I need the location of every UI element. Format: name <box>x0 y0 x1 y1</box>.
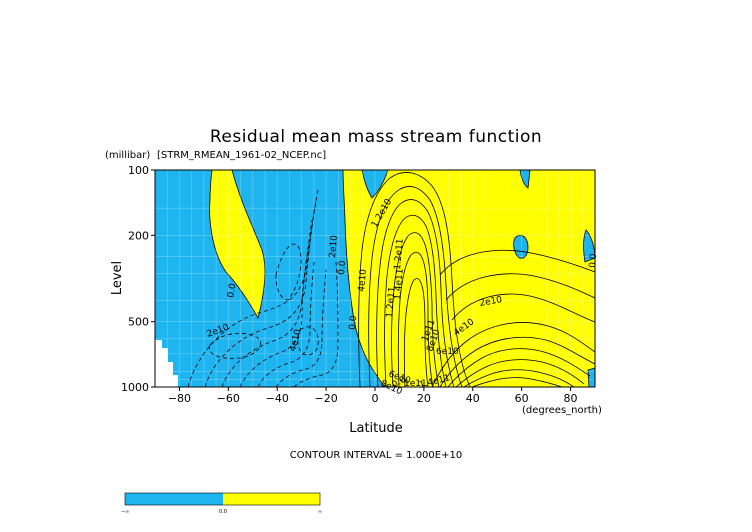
y-tick-label: 1000 <box>121 381 149 394</box>
y-tick-label: 100 <box>128 164 149 177</box>
negative-pocket-5 <box>587 367 595 387</box>
colorbar-positive <box>223 493 320 505</box>
x-tick-label: −40 <box>266 392 289 405</box>
contour-label: 0.0 <box>588 253 599 268</box>
positive-region-main <box>342 170 595 387</box>
contour-interval-text: CONTOUR INTERVAL = 1.000E+10 <box>290 450 462 461</box>
contour-label: 2e10 <box>328 234 340 258</box>
x-tick-label: −20 <box>315 392 338 405</box>
negative-pocket-3 <box>583 229 595 263</box>
negative-pocket-4 <box>519 170 531 189</box>
colorbar-label-min: −∞ <box>121 509 129 515</box>
dataset-label: [STRM_RMEAN_1961-02_NCEP.nc] <box>157 150 326 161</box>
positive-contours <box>358 172 595 387</box>
x-tick-label: 0 <box>372 392 379 405</box>
contour-label: 2e10 <box>479 295 503 309</box>
colorbar-label-mid: 0.0 <box>219 509 227 515</box>
contour-label: 1.4e11 <box>393 268 406 300</box>
x-tick-label: −60 <box>217 392 240 405</box>
x-tick-label: −80 <box>168 392 191 405</box>
contour-label: 1.2e11 <box>385 286 398 318</box>
positive-region-upper-left <box>209 170 266 320</box>
x-axis-label: Latitude <box>349 421 403 436</box>
contour-label: 1.2e11 <box>393 238 406 270</box>
x-tick-label: 40 <box>466 392 480 405</box>
x-tick-label: 80 <box>564 392 578 405</box>
x-axis: −80 −60 −40 −20 0 20 40 60 80 <box>168 387 578 405</box>
y-tick-label: 500 <box>128 316 149 329</box>
x-units-label: (degrees_north) <box>522 405 602 416</box>
contour-label: 4e10 <box>357 268 369 292</box>
plot-area <box>155 170 595 387</box>
y-units-label: (millibar) <box>105 150 150 161</box>
y-tick-label: 200 <box>128 229 149 242</box>
negative-pocket-1 <box>361 170 389 199</box>
x-tick-label: 20 <box>417 392 431 405</box>
chart-title: Residual mean mass stream function <box>210 127 542 147</box>
y-axis-label: Level <box>110 261 125 295</box>
contour-label: 1e11 <box>404 379 427 389</box>
negative-contours <box>187 189 339 387</box>
colorbar-frame <box>124 492 321 506</box>
negative-pocket-2 <box>513 234 529 259</box>
missing-data-region <box>155 340 178 387</box>
colorbar-label-max: ∞ <box>318 509 322 515</box>
contour-label: 0.0 <box>337 260 348 275</box>
contour-label: 0.0 <box>348 315 359 330</box>
y-axis: 100 200 500 1000 <box>121 164 155 394</box>
colorbar-negative <box>125 493 223 505</box>
x-tick-label: 60 <box>515 392 529 405</box>
contour-label: 0.0 <box>226 282 238 298</box>
contour-label: 6e10 <box>436 347 459 357</box>
colorbar: −∞ 0.0 ∞ <box>121 492 322 515</box>
